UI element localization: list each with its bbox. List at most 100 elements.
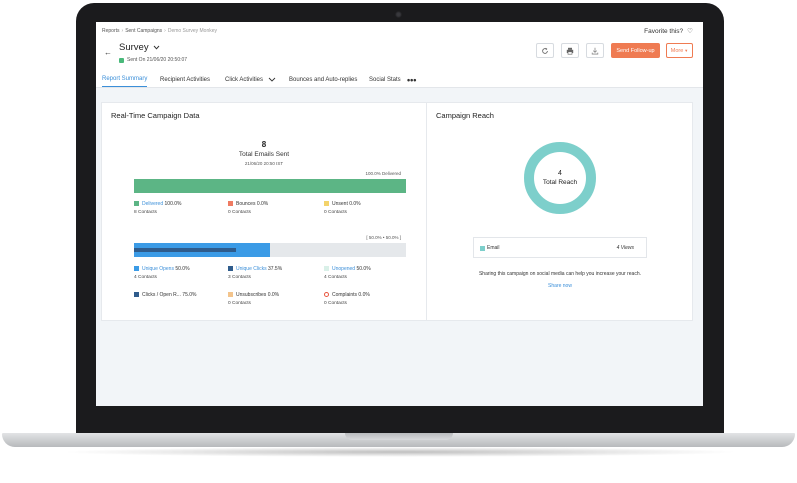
unopened-swatch xyxy=(324,266,329,271)
webcam xyxy=(395,11,402,18)
stat-bounces: Bounces 0.0% 0 Contacts xyxy=(228,201,268,215)
share-text: Sharing this campaign on social media ca… xyxy=(478,271,642,277)
stat-unique-opens: Unique Opens 50.0% 4 Contacts xyxy=(134,266,190,280)
more-button[interactable]: More ▼ xyxy=(666,43,693,58)
realtime-title: Real-Time Campaign Data xyxy=(111,111,200,120)
stat-unsent: Unsent 0.0% 0 Contacts xyxy=(324,201,361,215)
delivered-bar-fill xyxy=(134,179,406,193)
chevron-down-icon xyxy=(268,77,276,82)
total-emails-value: 8 xyxy=(261,140,267,149)
complaints-icon xyxy=(324,292,329,297)
send-followup-button[interactable]: Send Follow-up xyxy=(611,43,660,58)
delivered-swatch xyxy=(134,201,139,206)
bounces-contacts: 0 Contacts xyxy=(228,210,251,215)
reach-total-value: 4 xyxy=(558,170,562,177)
unsent-value: 0.0% xyxy=(349,201,361,207)
sent-date: Sent On 21/06/20 20:50:07 xyxy=(127,57,188,63)
share-now-link[interactable]: Share now xyxy=(548,283,572,289)
laptop-notch xyxy=(345,433,453,440)
favorite-toggle[interactable]: Favorite this? ♡ xyxy=(644,27,693,36)
chevron-down-icon[interactable] xyxy=(153,45,160,50)
tab-bounces-auto-replies[interactable]: Bounces and Auto-replies xyxy=(289,76,358,83)
unopened-contacts: 4 Contacts xyxy=(324,275,347,280)
breadcrumb-current: Demo Survey Monkey xyxy=(167,28,218,34)
refresh-button[interactable] xyxy=(536,43,554,58)
complaints-contacts: 0 Contacts xyxy=(324,301,347,306)
print-button[interactable] xyxy=(561,43,579,58)
tab-click-activities[interactable]: Click Activities xyxy=(225,72,276,87)
breadcrumb-separator: › xyxy=(164,28,166,34)
reach-panel: Campaign Reach 4 Total Reach Email 4 Vie… xyxy=(426,102,693,321)
reach-legend-views: 4 Views xyxy=(616,245,634,251)
complaints-value: 0.0% xyxy=(358,292,370,298)
unsubscribes-swatch xyxy=(228,292,233,297)
reach-donut-ring xyxy=(524,142,596,214)
download-icon xyxy=(591,47,599,54)
clicks-bar-fill xyxy=(134,248,236,252)
unique-clicks-link[interactable]: Unique Clicks xyxy=(236,266,267,272)
breadcrumb: Reports › Sent Campaigns › Demo Survey Monke… xyxy=(102,28,217,34)
delivered-bar[interactable] xyxy=(134,179,406,193)
reach-legend-name: Email xyxy=(487,245,500,251)
page-title[interactable]: Survey xyxy=(119,42,160,53)
opens-bar-label: [ 50.0% • 50.0% ] xyxy=(366,235,401,240)
tab-recipient-activities[interactable]: Recipient Activities xyxy=(160,76,211,83)
unsubscribes-label: Unsubscribes xyxy=(236,292,267,298)
print-icon xyxy=(566,47,574,55)
campaign-title: Survey xyxy=(119,42,149,53)
reach-legend: Email 4 Views xyxy=(473,237,647,258)
unsubscribes-value: 0.0% xyxy=(267,292,280,298)
unsent-label: Unsent xyxy=(332,201,348,207)
delivered-contacts: 8 Contacts xyxy=(134,210,157,215)
clicks-open-rate-icon xyxy=(134,292,139,297)
unique-opens-value: 50.0% xyxy=(175,266,190,272)
stat-unopened: Unopened 50.0% 4 Contacts xyxy=(324,266,371,280)
reach-total-label: Total Reach xyxy=(543,179,578,186)
laptop-base xyxy=(2,433,795,447)
stat-unsubscribes: Unsubscribes 0.0% 0 Contacts xyxy=(228,292,279,306)
clicks-open-rate-value: 75.0% xyxy=(182,292,197,298)
breadcrumb-sent-campaigns[interactable]: Sent Campaigns xyxy=(125,28,163,34)
unopened-value: 50.0% xyxy=(356,266,371,272)
breadcrumb-reports[interactable]: Reports xyxy=(102,28,120,34)
unique-opens-swatch xyxy=(134,266,139,271)
more-tabs-icon[interactable]: ••• xyxy=(407,74,417,85)
favorite-label: Favorite this? xyxy=(644,27,684,35)
bounces-swatch xyxy=(228,201,233,206)
clicks-open-rate-label: Clicks / Open R... xyxy=(142,292,181,298)
unique-clicks-value: 37.5% xyxy=(267,266,283,272)
unique-opens-link[interactable]: Unique Opens xyxy=(142,266,174,272)
opens-bar[interactable] xyxy=(134,243,406,257)
tab-report-summary[interactable]: Report Summary xyxy=(102,72,148,87)
delivered-value: 100.0% xyxy=(164,201,182,207)
refresh-icon xyxy=(542,47,548,54)
tab-click-activities-label: Click Activities xyxy=(225,76,264,83)
unique-clicks-contacts: 3 Contacts xyxy=(228,275,251,280)
app-screen: Reports › Sent Campaigns › Demo Survey Monke… xyxy=(96,22,703,406)
unique-opens-contacts: 4 Contacts xyxy=(134,275,157,280)
download-button[interactable] xyxy=(586,43,604,58)
bounces-value: 0.0% xyxy=(256,201,269,207)
total-emails-label: Total Emails Sent xyxy=(238,151,290,158)
sent-status-icon xyxy=(119,57,124,63)
sent-status: Sent On 21/06/20 20:50:07 xyxy=(119,57,187,63)
delivered-link[interactable]: Delivered xyxy=(142,201,164,207)
stat-delivered: Delivered 100.0% 8 Contacts xyxy=(134,201,181,215)
breadcrumb-separator: › xyxy=(121,28,124,34)
stat-unique-clicks: Unique Clicks 37.5% 3 Contacts xyxy=(228,266,282,280)
bounces-label: Bounces xyxy=(236,201,256,207)
heart-icon[interactable]: ♡ xyxy=(687,28,693,35)
unopened-link[interactable]: Unopened xyxy=(332,266,356,272)
stat-complaints: Complaints 0.0% 0 Contacts xyxy=(324,292,370,306)
unsent-swatch xyxy=(324,201,329,206)
unsubscribes-contacts: 0 Contacts xyxy=(228,301,251,306)
tab-bar: Report Summary Recipient Activities Clic… xyxy=(96,72,703,88)
back-arrow-icon[interactable]: ← xyxy=(104,48,112,57)
realtime-panel: Real-Time Campaign Data 8 Total Emails S… xyxy=(101,102,427,321)
unique-clicks-swatch xyxy=(228,266,233,271)
unsent-contacts: 0 Contacts xyxy=(324,210,347,215)
tab-social-stats[interactable]: Social Stats xyxy=(369,76,401,83)
reach-donut-chart[interactable]: 4 Total Reach xyxy=(523,141,597,215)
total-emails-date: 21/06/20 20:50 IST xyxy=(244,161,284,166)
